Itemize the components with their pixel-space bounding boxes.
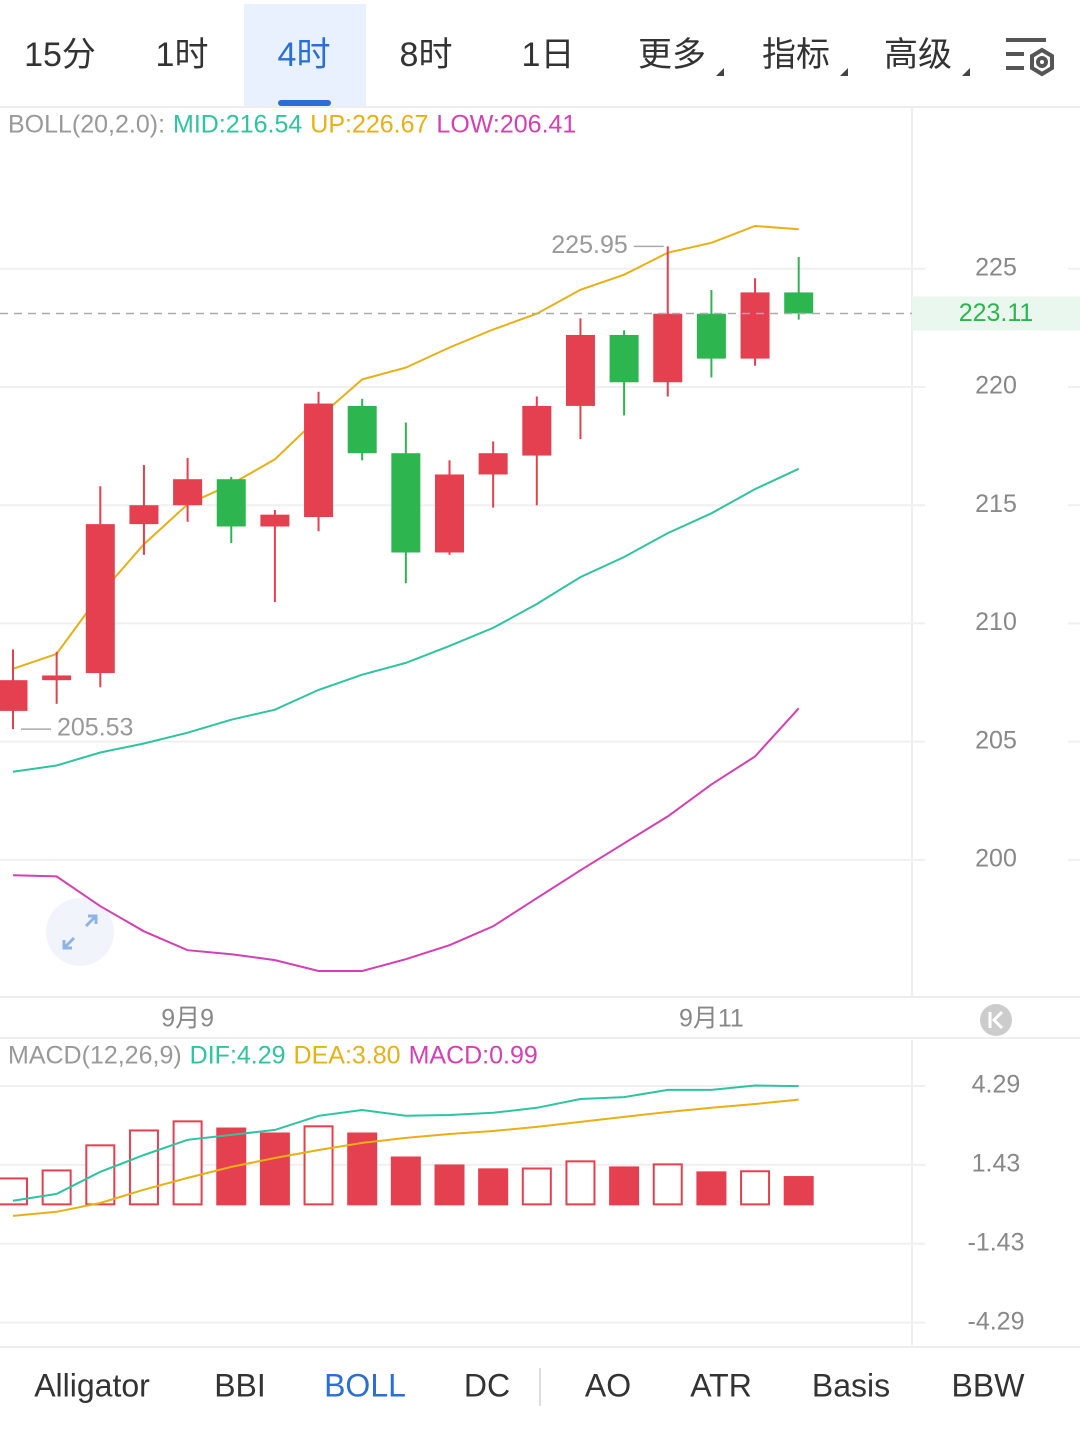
macd-bar bbox=[740, 1170, 771, 1206]
candle-body bbox=[696, 313, 726, 359]
min-label: 205.53 bbox=[57, 714, 133, 742]
legend-item: MID:216.54 bbox=[173, 111, 302, 139]
legend-item: UP:226.67 bbox=[310, 111, 428, 139]
indicator-line bbox=[12, 707, 800, 972]
tab-underline bbox=[278, 100, 331, 106]
indicator-tab[interactable]: Alligator bbox=[34, 1367, 150, 1403]
candle-body bbox=[85, 524, 115, 674]
macd-bar bbox=[652, 1163, 683, 1206]
indicator-tab[interactable]: ATR bbox=[690, 1367, 752, 1403]
indicator-line bbox=[12, 1084, 799, 1202]
indicator-tab[interactable]: AO bbox=[585, 1367, 631, 1403]
macd-bar bbox=[390, 1156, 421, 1206]
y-tick-label: 210 bbox=[975, 608, 1017, 636]
legend-item: MACD:0.99 bbox=[409, 1042, 538, 1070]
tab[interactable]: 指标 bbox=[762, 36, 830, 74]
candle-body bbox=[565, 334, 595, 406]
y-tick-label: -1.43 bbox=[968, 1228, 1025, 1256]
legend-item: LOW:206.41 bbox=[436, 111, 576, 139]
dropdown-caret bbox=[962, 68, 970, 76]
macd-bar bbox=[172, 1120, 203, 1206]
expand-icon[interactable] bbox=[46, 898, 114, 966]
macd-bar bbox=[259, 1132, 290, 1206]
macd-bar bbox=[565, 1160, 596, 1206]
legend-item: DEA:3.80 bbox=[294, 1042, 401, 1070]
tab[interactable]: 更多 bbox=[638, 36, 706, 74]
tab[interactable]: 1时 bbox=[156, 36, 209, 74]
macd-bar bbox=[434, 1164, 465, 1206]
indicator-label: BOLL(20,2.0): bbox=[8, 111, 165, 139]
macd-bar bbox=[696, 1171, 727, 1206]
candle-body bbox=[784, 292, 814, 314]
candle-body bbox=[435, 474, 464, 553]
indicator-tab[interactable]: Basis bbox=[812, 1367, 890, 1403]
y-tick-label: 1.43 bbox=[972, 1150, 1021, 1178]
candle-body bbox=[740, 292, 770, 359]
candle-body bbox=[304, 403, 334, 518]
candle-body bbox=[522, 405, 552, 456]
macd-bar bbox=[41, 1169, 72, 1206]
macd-bar bbox=[478, 1168, 509, 1206]
dropdown-caret bbox=[840, 68, 848, 76]
indicator-tab[interactable]: BBI bbox=[214, 1367, 266, 1403]
tab[interactable]: 高级 bbox=[884, 36, 952, 74]
macd-bar bbox=[521, 1167, 552, 1206]
indicator-tab[interactable]: BBW bbox=[952, 1367, 1026, 1403]
dropdown-caret bbox=[716, 68, 724, 76]
candle-body bbox=[391, 453, 421, 553]
macd-bar bbox=[609, 1166, 640, 1206]
candle-body bbox=[478, 453, 508, 475]
candle-body bbox=[347, 405, 377, 454]
legend-item: DIF:4.29 bbox=[190, 1042, 286, 1070]
indicator-tab[interactable]: DC bbox=[464, 1367, 510, 1403]
tab-selected-bg bbox=[244, 4, 366, 106]
tab[interactable]: 8时 bbox=[400, 36, 453, 74]
candle-body bbox=[653, 313, 683, 383]
y-tick-label: 205 bbox=[975, 726, 1017, 754]
candle-body bbox=[216, 479, 246, 527]
reset-icon[interactable] bbox=[980, 1004, 1012, 1036]
indicator-line bbox=[12, 1098, 799, 1217]
candle-body bbox=[260, 514, 290, 527]
candle-body bbox=[609, 334, 639, 383]
candle-body bbox=[129, 505, 159, 525]
max-label: 225.95 bbox=[551, 231, 627, 259]
y-tick-label: 225 bbox=[975, 253, 1017, 281]
price-tag bbox=[912, 296, 1080, 331]
indicator-line bbox=[12, 467, 800, 773]
settings-icon[interactable] bbox=[1006, 38, 1054, 77]
macd-bar bbox=[303, 1125, 334, 1206]
y-tick-label: 220 bbox=[975, 372, 1017, 400]
candle-body bbox=[173, 479, 203, 506]
y-tick-label: 200 bbox=[975, 844, 1017, 872]
y-tick-label: 4.29 bbox=[972, 1071, 1021, 1099]
x-tick-label: 9月9 bbox=[161, 1005, 214, 1033]
y-tick-label: -4.29 bbox=[968, 1307, 1025, 1335]
price-label: 223.11 bbox=[959, 299, 1034, 327]
y-tick-label: 215 bbox=[975, 490, 1017, 518]
tab[interactable]: 4时 bbox=[278, 36, 331, 74]
candle-body bbox=[42, 675, 72, 681]
indicator-tab[interactable]: BOLL bbox=[324, 1367, 406, 1403]
candle-body bbox=[0, 680, 28, 711]
tab[interactable]: 15分 bbox=[24, 36, 96, 74]
macd-bar bbox=[85, 1144, 116, 1206]
indicator-label: MACD(12,26,9) bbox=[8, 1042, 182, 1070]
macd-bar bbox=[783, 1176, 814, 1206]
x-tick-label: 9月11 bbox=[679, 1005, 744, 1033]
tab[interactable]: 1日 bbox=[522, 36, 575, 74]
